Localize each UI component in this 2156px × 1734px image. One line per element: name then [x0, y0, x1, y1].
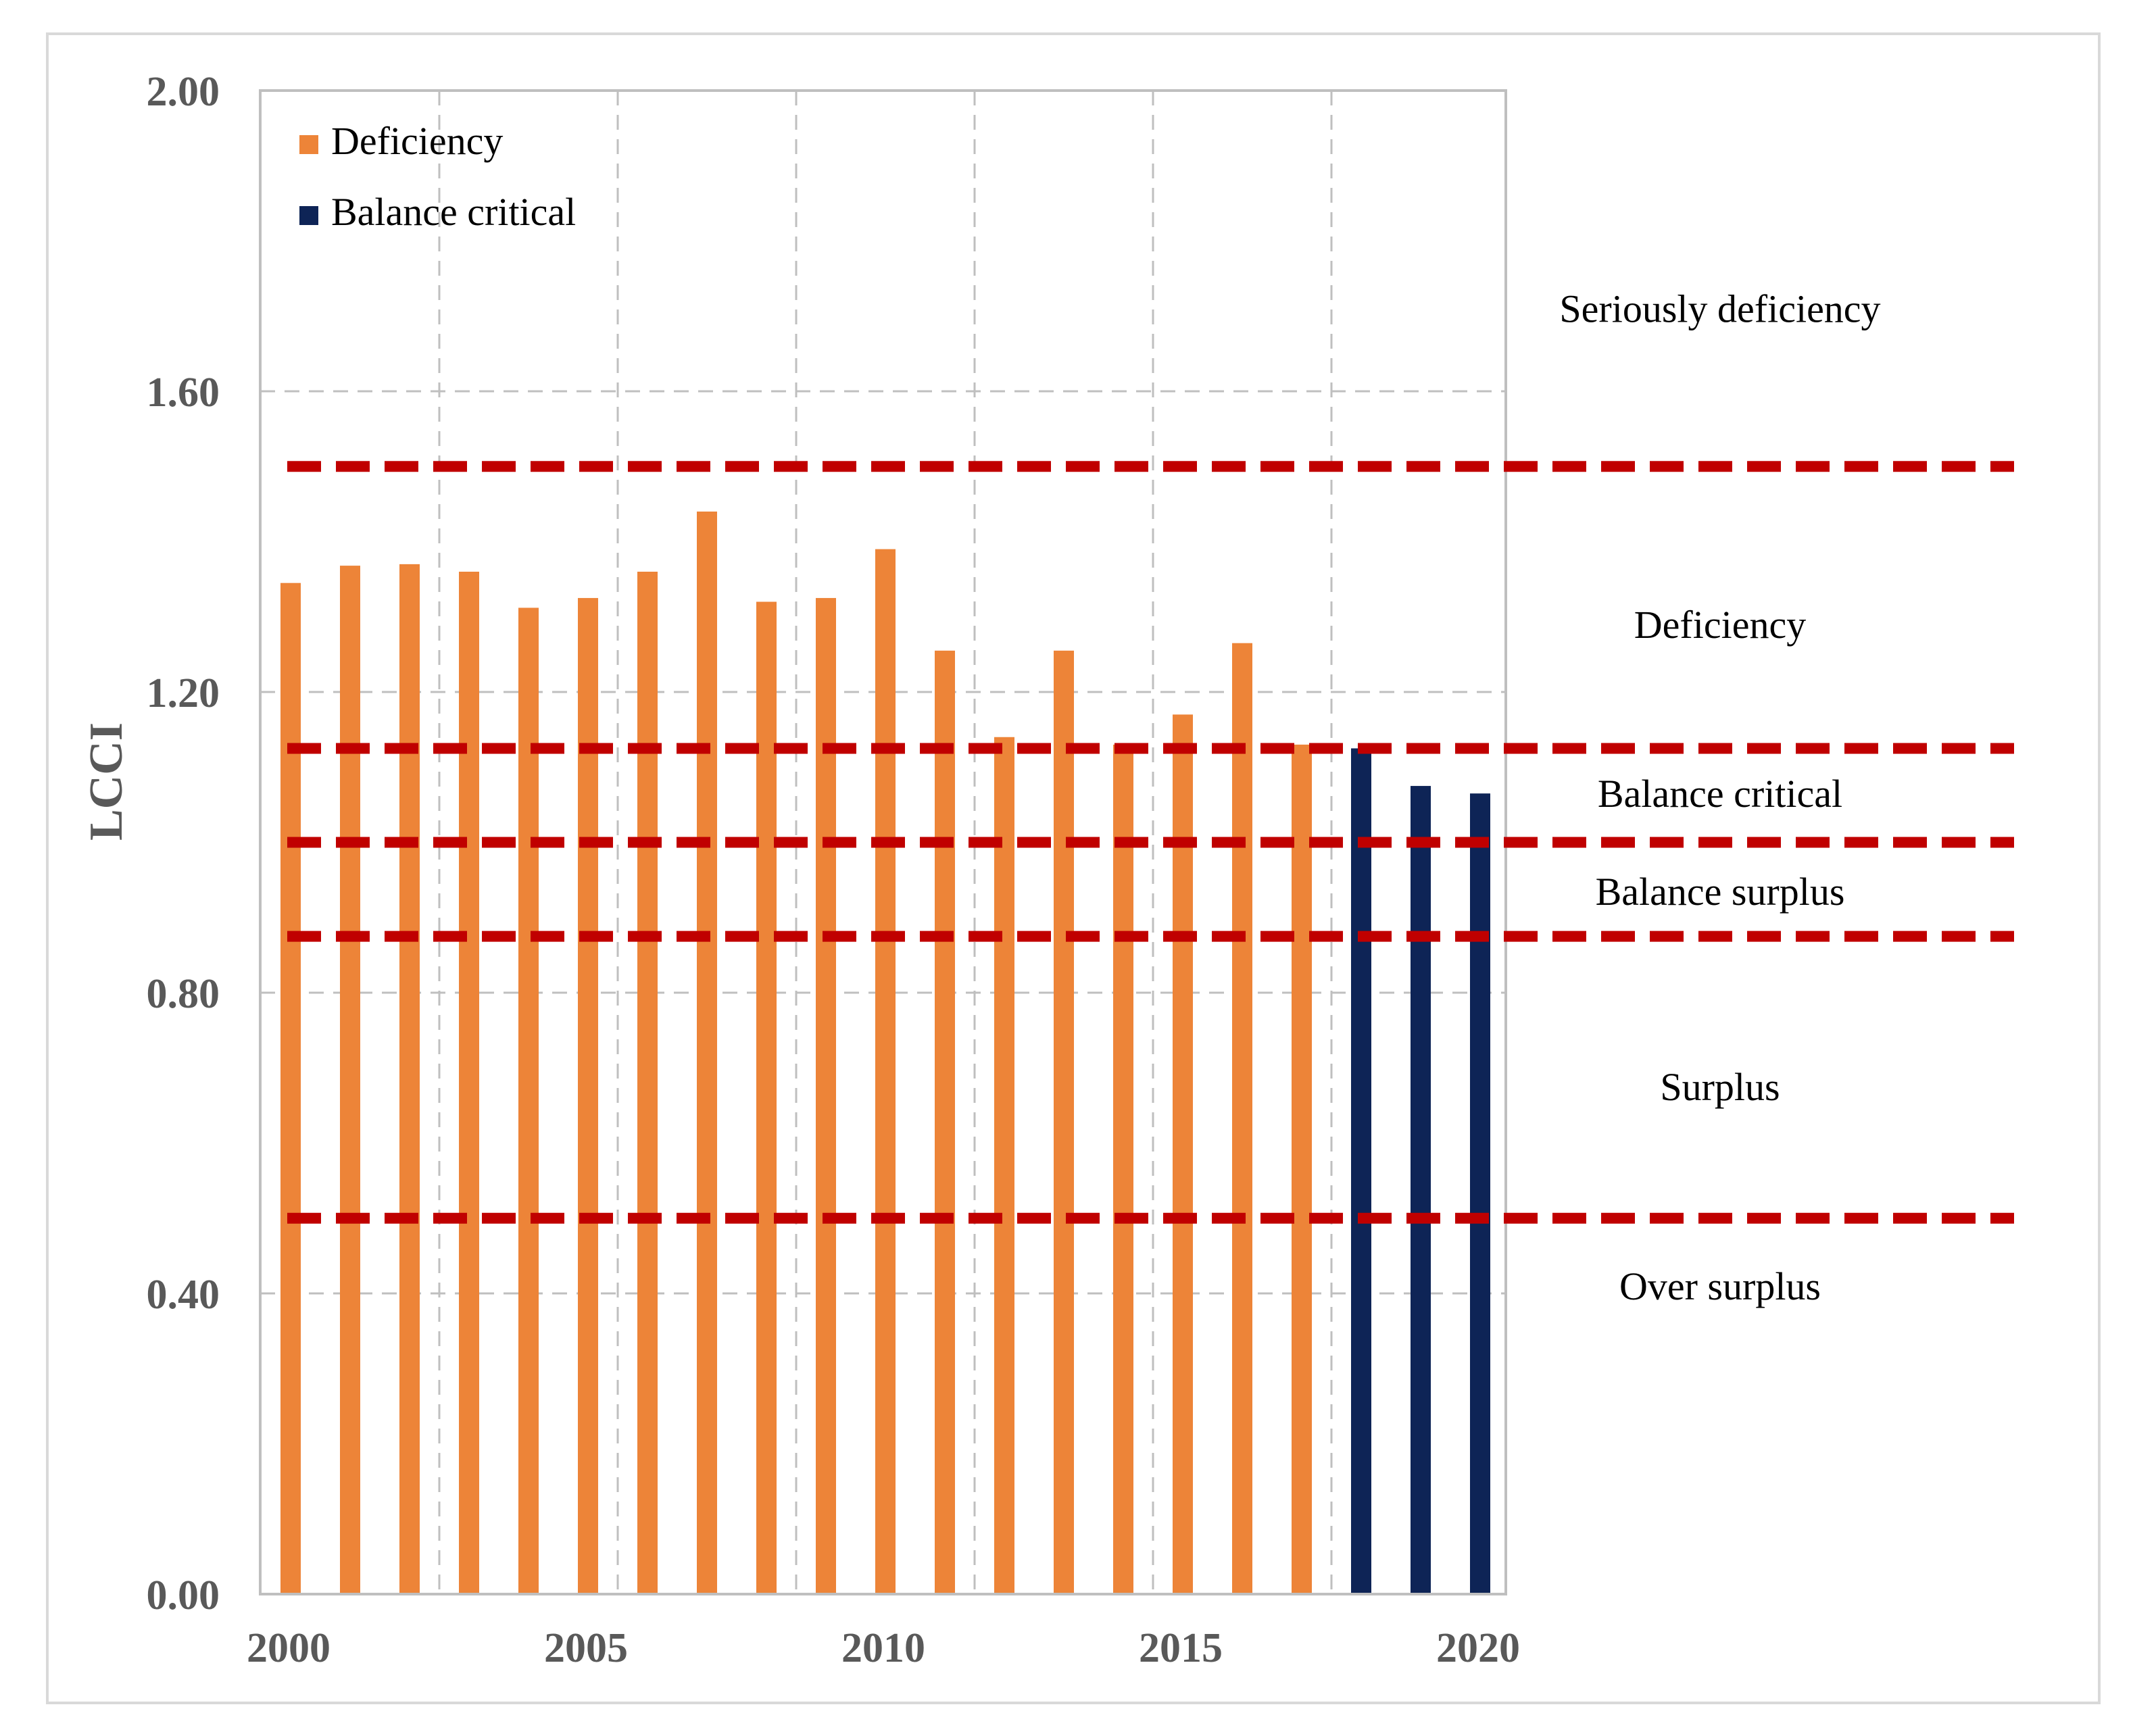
- y-tick-label: 2.00: [147, 69, 220, 115]
- bar-2012: [994, 737, 1014, 1594]
- bar-2009: [816, 597, 836, 1594]
- y-tick-label: 1.60: [147, 370, 220, 416]
- y-tick-label: 0.00: [147, 1572, 220, 1618]
- legend-swatch-0: [299, 135, 318, 154]
- legend-swatch-1: [299, 206, 318, 225]
- x-tick-label: 2010: [841, 1625, 925, 1671]
- bar-2013: [1054, 650, 1074, 1594]
- bar-2020: [1470, 793, 1490, 1594]
- bar-layer: [280, 512, 1490, 1594]
- zone-label: Balance critical: [1598, 772, 1842, 816]
- bar-2019: [1411, 786, 1431, 1594]
- bar-2006: [637, 572, 658, 1594]
- y-tick-label: 0.40: [147, 1272, 220, 1318]
- bar-2005: [578, 597, 598, 1594]
- legend-label: Balance critical: [331, 190, 576, 234]
- x-tick-label: 2020: [1436, 1625, 1520, 1671]
- legend-label: Deficiency: [331, 119, 503, 163]
- zone-label: Balance surplus: [1596, 870, 1845, 914]
- bar-2018: [1351, 748, 1371, 1594]
- bar-2004: [518, 608, 539, 1594]
- threshold-layer: [287, 461, 2014, 1224]
- y-axis-label: LCCI: [80, 722, 132, 841]
- bar-2003: [459, 572, 479, 1594]
- bar-2007: [697, 512, 717, 1594]
- x-tick-label: 2000: [247, 1625, 330, 1671]
- zone-label: Over surplus: [1619, 1264, 1821, 1308]
- bar-2001: [340, 566, 360, 1594]
- x-tick-label: 2005: [544, 1625, 628, 1671]
- bar-2011: [935, 650, 955, 1594]
- y-tick-label: 0.80: [147, 971, 220, 1017]
- bar-2002: [399, 564, 420, 1594]
- bar-2000: [280, 583, 301, 1594]
- zone-label: Seriously deficiency: [1559, 287, 1880, 331]
- text-layer: 0.00 0.40 0.80 1.20 1.60 2.00 2000 2005 2010 2015…: [80, 69, 1881, 1671]
- bar-2016: [1232, 643, 1252, 1594]
- bar-2010: [875, 549, 896, 1594]
- bar-2017: [1292, 744, 1312, 1594]
- bar-2014: [1113, 744, 1133, 1594]
- legend: Deficiency Balance critical: [299, 119, 576, 234]
- x-tick-label: 2015: [1139, 1625, 1223, 1671]
- bar-2015: [1173, 714, 1193, 1594]
- zone-label: Deficiency: [1634, 603, 1806, 647]
- y-tick-label: 1.20: [147, 670, 220, 716]
- bar-2008: [756, 601, 777, 1594]
- zone-label: Surplus: [1660, 1065, 1780, 1109]
